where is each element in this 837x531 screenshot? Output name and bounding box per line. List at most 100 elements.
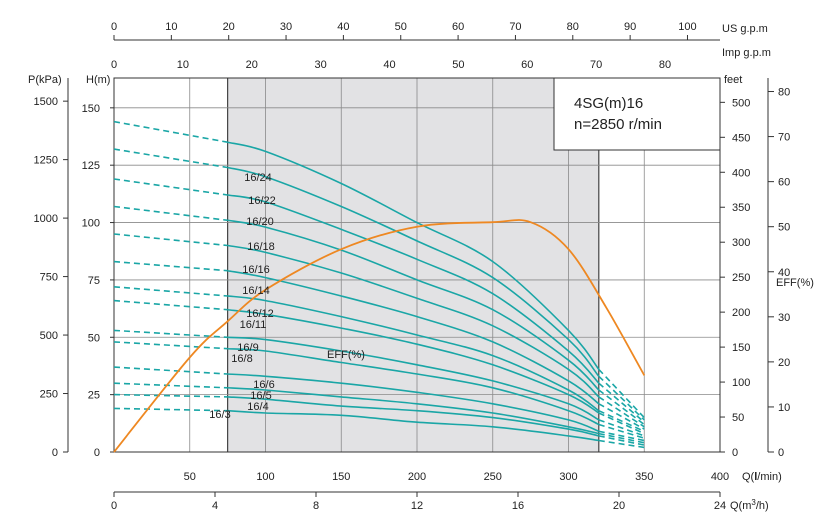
head-curve-16-24 (227, 141, 600, 370)
curve-label: 16/12 (246, 308, 274, 320)
y-pressure-tick-label: 250 (40, 389, 58, 401)
x-m3h-tick-label: 4 (212, 500, 218, 512)
head-curve-16-9 (227, 336, 600, 421)
x-main-tick-label: 100 (256, 471, 274, 483)
y-feet-unit-label: feet (724, 74, 742, 86)
curve-label: 16/22 (248, 195, 276, 207)
plot-frame (113, 77, 721, 453)
y-pressure-tick-label: 1500 (34, 96, 58, 108)
curve-label: 16/9 (237, 342, 258, 354)
head-curve-16-6 (227, 373, 600, 433)
x-m3h-unit-label: Q(m3/h) (730, 498, 769, 512)
x-us-tick-label: 60 (452, 21, 464, 33)
x-imp-tick-label: 20 (246, 59, 258, 71)
y-eff-tick-label: 70 (778, 132, 790, 144)
x-imp-tick-label: 70 (590, 59, 602, 71)
head-curve-dashed-end (598, 368, 645, 419)
head-curve-16-5 (227, 386, 599, 435)
y-pressure-tick-label: 1000 (34, 213, 58, 225)
x-us-tick-label: 70 (509, 21, 521, 33)
curve-label: 16/6 (253, 379, 274, 391)
x-m3h-tick-label: 0 (111, 500, 117, 512)
curve-label: 16/16 (242, 264, 270, 276)
head-curve-16-3 (227, 409, 599, 442)
head-curve-16-14 (227, 269, 600, 405)
curve-label: 16/8 (231, 353, 252, 365)
head-curve-16-20 (227, 194, 600, 384)
x-main-tick-label: 350 (635, 471, 653, 483)
y-head-tick-label: 25 (88, 390, 100, 402)
head-curve-dashed-start (113, 205, 228, 222)
x-us-tick-label: 30 (280, 21, 292, 33)
operating-range-band (227, 78, 599, 452)
y-pressure-tick-label: 500 (40, 330, 58, 342)
y-head-tick-label: 125 (82, 160, 100, 172)
chart-title-line: 4SG(m)16 (574, 95, 643, 112)
y-head-tick-label: 150 (82, 103, 100, 115)
x-us-tick-label: 90 (624, 21, 636, 33)
x-m3h-tick-label: 24 (714, 500, 726, 512)
x-us-tick-label: 80 (567, 21, 579, 33)
y-head-tick-label: 50 (88, 332, 100, 344)
head-curve-dashed-start (113, 286, 228, 297)
curve-label: 16/24 (244, 172, 272, 184)
x-main-tick-label: 200 (408, 471, 426, 483)
y-feet-tick-label: 150 (732, 342, 750, 354)
x-imp-tick-label: 60 (521, 59, 533, 71)
head-curve-dashed-start (113, 120, 228, 143)
x-m3h-tick-label: 8 (313, 500, 319, 512)
y-feet-tick-label: 250 (732, 272, 750, 284)
x-main-tick-label: 50 (184, 471, 196, 483)
head-curve-dashed-end (598, 423, 645, 439)
x-m3h-tick-label: 12 (411, 500, 423, 512)
head-curve-dashed-end (598, 409, 645, 433)
x-imp-tick-label: 0 (111, 59, 117, 71)
y-eff-tick-label: 80 (778, 87, 790, 99)
head-curve-dashed-end (598, 412, 645, 435)
x-m3h-tick-label: 20 (613, 500, 625, 512)
x-main-tick-label: 150 (332, 471, 350, 483)
y-pressure-unit-label: P(kPa) (28, 74, 62, 86)
y-feet-tick-label: 100 (732, 377, 750, 389)
y-feet-tick-label: 200 (732, 307, 750, 319)
y-feet-tick-label: 350 (732, 202, 750, 214)
x-us-unit-label: US g.p.m (722, 23, 768, 35)
head-curve-dashed-end (598, 419, 645, 437)
y-eff-tick-label: 0 (778, 447, 784, 459)
head-curve-dashed-start (113, 299, 228, 311)
curve-label: 16/4 (247, 401, 268, 413)
x-us-tick-label: 10 (165, 21, 177, 33)
y-eff-tick-label: 20 (778, 357, 790, 369)
head-curve-dashed-start (113, 407, 228, 412)
head-curve-dashed-start (113, 329, 228, 339)
head-curve-16-11 (227, 308, 600, 414)
y-eff-unit-label: EFF(%) (776, 277, 814, 289)
curve-label: 16/18 (247, 241, 275, 253)
head-curve-dashed-start (113, 341, 228, 350)
x-imp-unit-label: Imp g.p.m (722, 47, 771, 59)
y-feet-tick-label: 0 (732, 447, 738, 459)
head-curve-16-4 (227, 396, 599, 437)
title-box (553, 77, 721, 151)
y-eff-tick-label: 60 (778, 177, 790, 189)
x-imp-tick-label: 30 (314, 59, 326, 71)
head-curve-dashed-start (113, 178, 228, 196)
y-eff-tick-label: 30 (778, 312, 790, 324)
y-pressure-tick-label: 1250 (34, 155, 58, 167)
head-curve-dashed-start (113, 366, 228, 375)
x-imp-tick-label: 50 (452, 59, 464, 71)
head-curve-dashed-start (113, 148, 228, 169)
head-curve-dashed-end (598, 403, 645, 430)
x-main-unit-label: Q(l/min) (742, 471, 782, 483)
y-feet-tick-label: 400 (732, 167, 750, 179)
head-curve-dashed-start (113, 393, 228, 398)
y-eff-tick-label: 40 (778, 267, 790, 279)
x-imp-tick-label: 40 (383, 59, 395, 71)
y-pressure-tick-label: 0 (52, 447, 58, 459)
head-curve-16-12 (227, 295, 600, 412)
x-us-tick-label: 50 (395, 21, 407, 33)
y-eff-tick-label: 50 (778, 222, 790, 234)
head-curve-dashed-end (598, 435, 645, 446)
y-head-unit-label: H(m) (86, 74, 110, 86)
